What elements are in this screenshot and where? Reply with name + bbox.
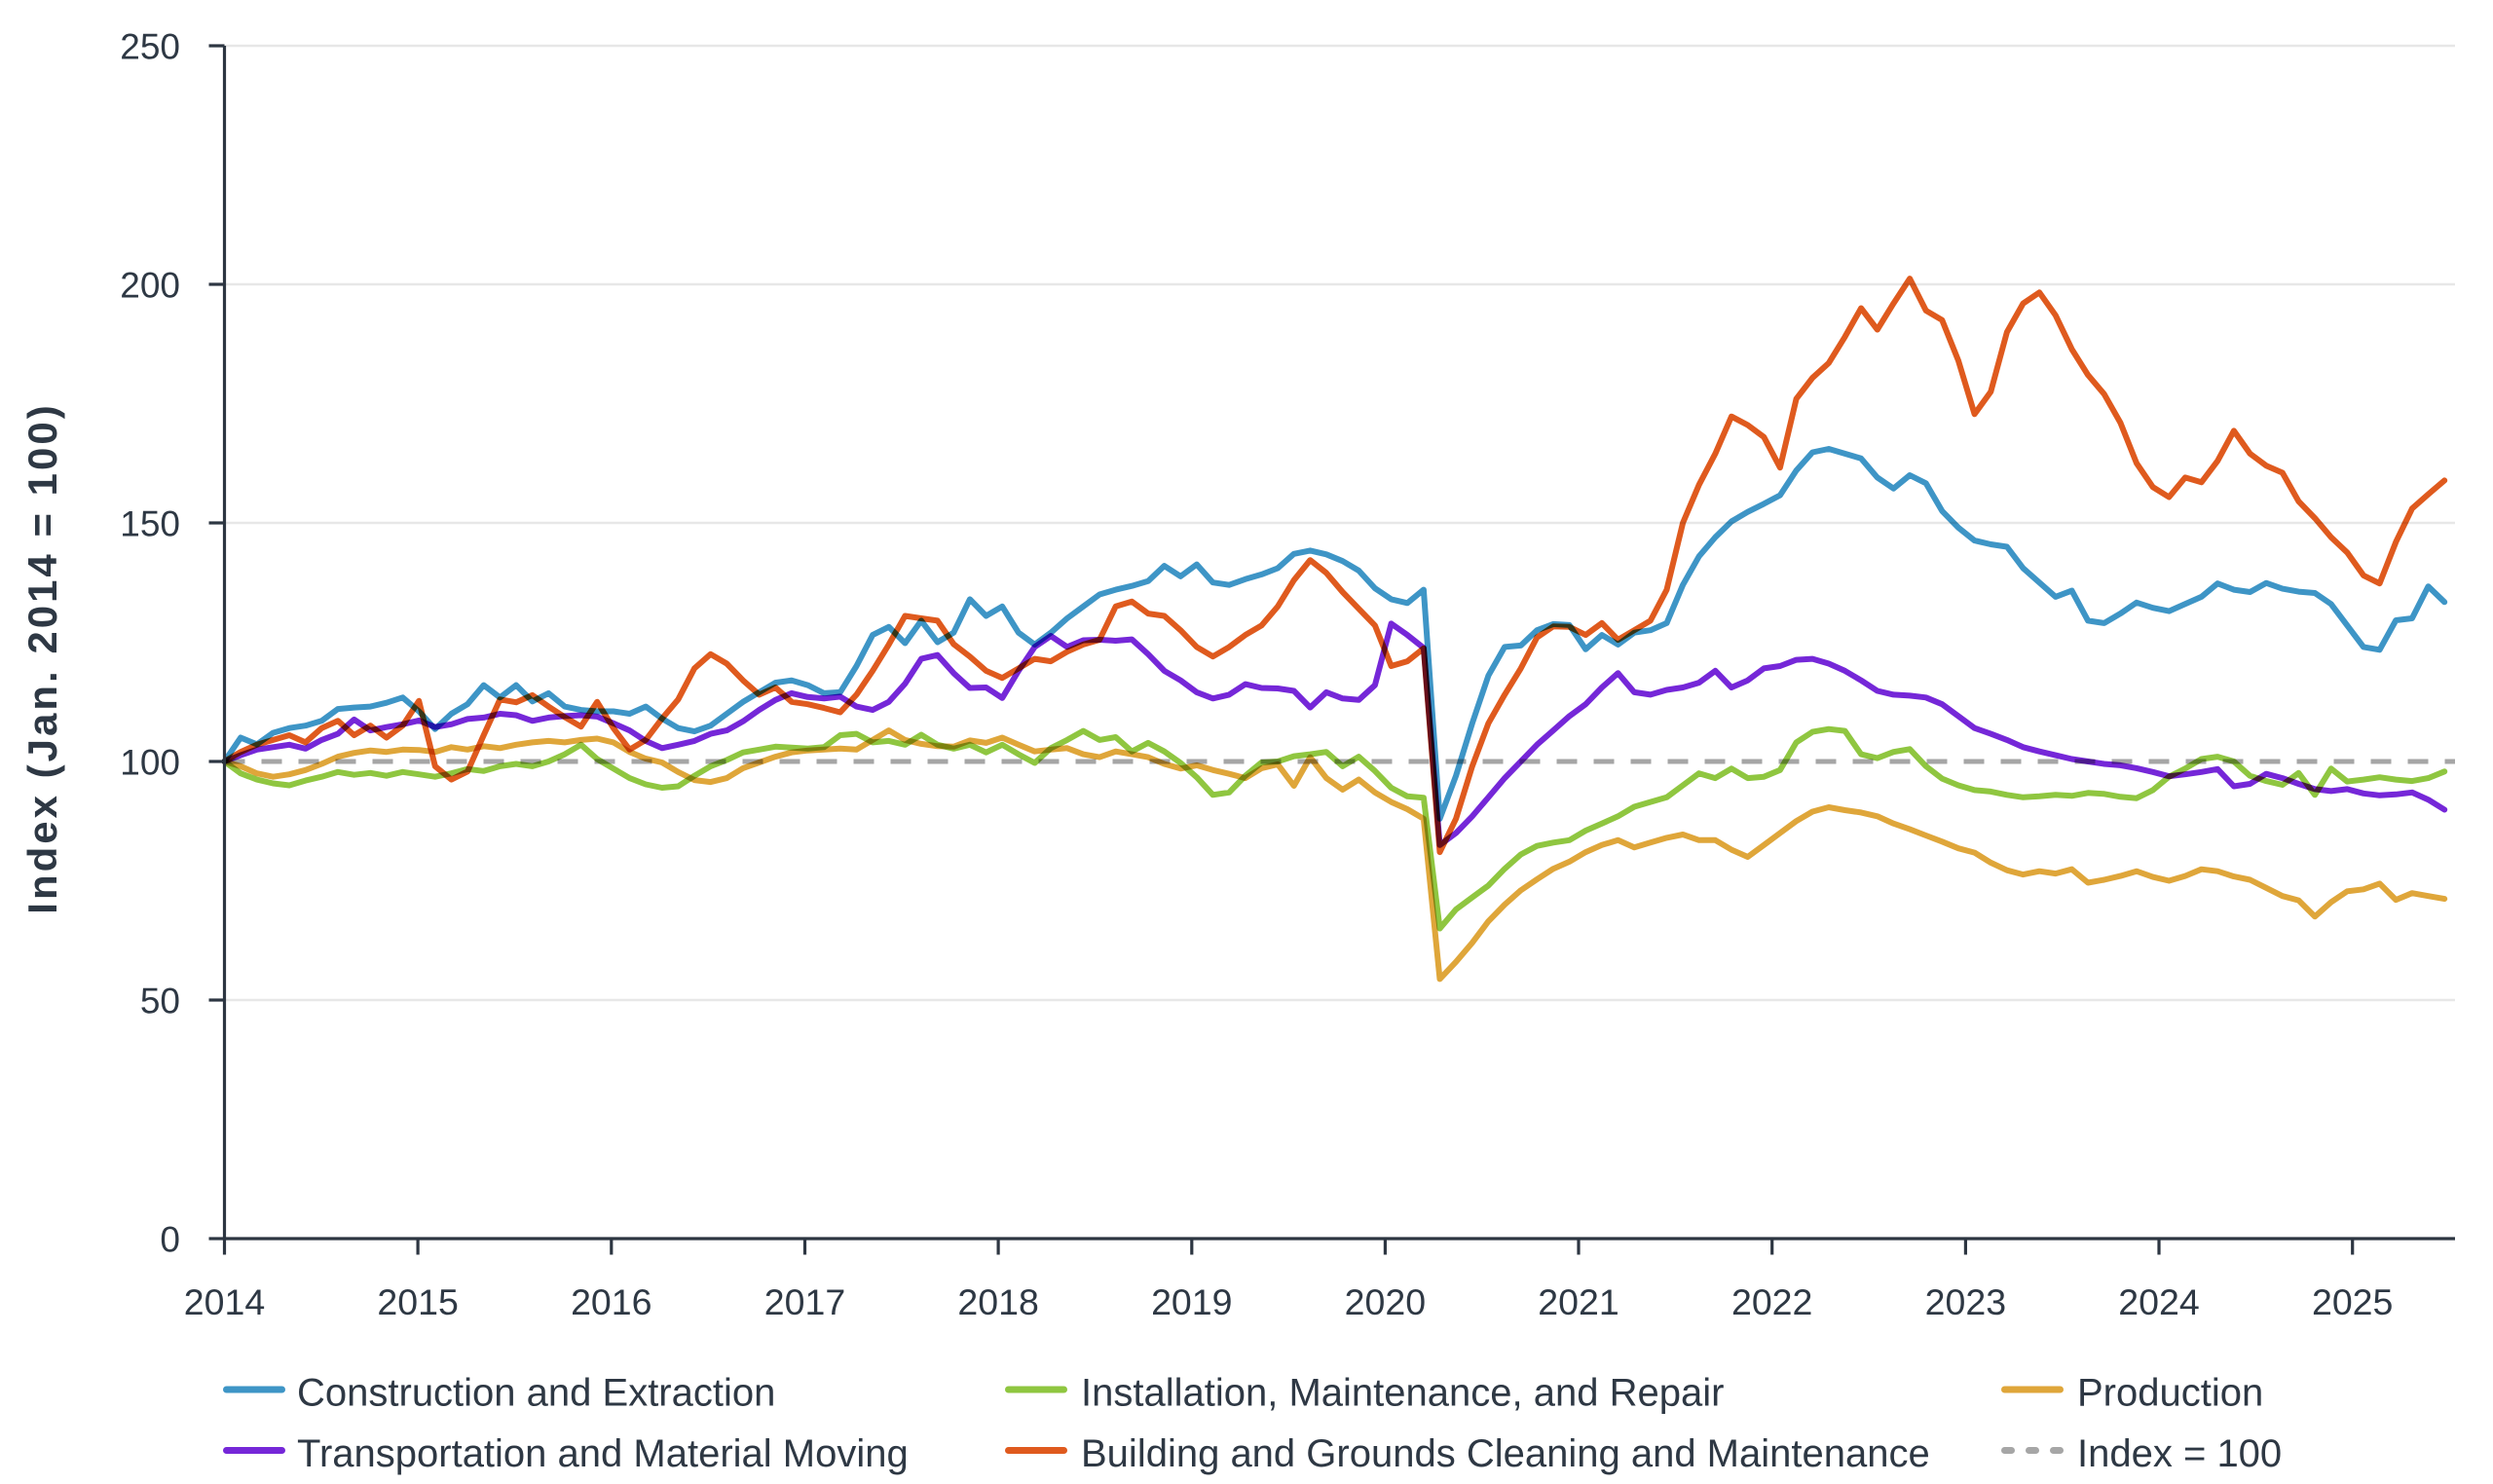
svg-text:2022: 2022 bbox=[1731, 1281, 1812, 1322]
svg-text:150: 150 bbox=[120, 504, 180, 544]
svg-text:Production: Production bbox=[2077, 1372, 2263, 1415]
svg-text:Building and Grounds Cleaning: Building and Grounds Cleaning and Mainte… bbox=[1081, 1432, 1930, 1475]
svg-text:Index (Jan. 2014 = 100): Index (Jan. 2014 = 100) bbox=[19, 402, 65, 913]
svg-text:Construction and Extraction: Construction and Extraction bbox=[297, 1372, 775, 1415]
svg-text:2025: 2025 bbox=[2312, 1281, 2393, 1322]
svg-text:50: 50 bbox=[140, 982, 180, 1021]
svg-text:2015: 2015 bbox=[377, 1281, 458, 1322]
svg-text:2019: 2019 bbox=[1151, 1281, 1232, 1322]
svg-text:2014: 2014 bbox=[184, 1281, 265, 1322]
svg-text:Index = 100: Index = 100 bbox=[2077, 1432, 2282, 1475]
svg-text:2024: 2024 bbox=[2118, 1281, 2199, 1322]
svg-text:100: 100 bbox=[120, 743, 180, 783]
svg-text:2017: 2017 bbox=[764, 1281, 845, 1322]
svg-text:0: 0 bbox=[160, 1220, 180, 1260]
svg-text:2018: 2018 bbox=[957, 1281, 1038, 1322]
svg-text:2020: 2020 bbox=[1345, 1281, 1426, 1322]
svg-text:200: 200 bbox=[120, 266, 180, 306]
svg-text:2016: 2016 bbox=[571, 1281, 651, 1322]
svg-text:250: 250 bbox=[120, 27, 180, 67]
svg-text:2023: 2023 bbox=[1925, 1281, 2006, 1322]
svg-text:2021: 2021 bbox=[1538, 1281, 1619, 1322]
svg-text:Transportation and Material Mo: Transportation and Material Moving bbox=[297, 1432, 909, 1475]
svg-text:Installation, Maintenance, and: Installation, Maintenance, and Repair bbox=[1081, 1372, 1724, 1415]
